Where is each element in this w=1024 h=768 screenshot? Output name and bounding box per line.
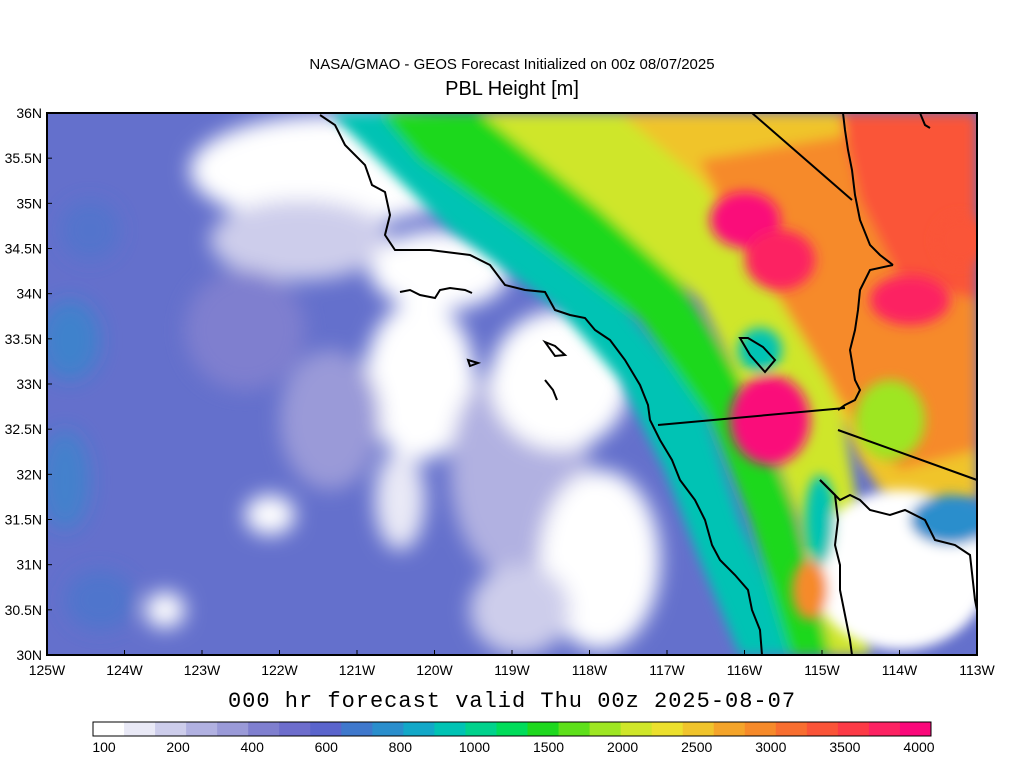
colorbar-cell [837, 722, 870, 736]
lon-tick-label: 123W [184, 662, 221, 678]
colorbar-cell [403, 722, 435, 736]
lat-tick-label: 32N [16, 466, 42, 482]
lon-tick-label: 121W [339, 662, 376, 678]
lon-tick-label: 118W [572, 662, 608, 678]
colorbar-cell [186, 722, 218, 736]
colorbar-cell [899, 722, 932, 736]
lon-tick-label: 113W [959, 662, 995, 678]
colorbar-frame [92, 721, 932, 737]
lat-tick-label: 34N [16, 286, 42, 302]
colorbar-label: 3500 [829, 739, 861, 755]
lat-tick-label: 33N [16, 376, 42, 392]
colorbar-cell [527, 722, 560, 736]
colorbar-cell [248, 722, 280, 736]
colorbar-label: 1000 [458, 739, 491, 755]
colorbar-cell [744, 722, 777, 736]
colorbar-cell [155, 722, 187, 736]
colorbar-cell [341, 722, 373, 736]
colorbar-label: 2500 [681, 739, 713, 755]
pbl-field [47, 113, 977, 655]
lat-tick-label: 30.5N [5, 602, 42, 618]
colorbar-cell [775, 722, 808, 736]
colorbar-label: 600 [314, 739, 338, 755]
lon-tick-label: 122W [261, 662, 298, 678]
lon-tick-label: 116W [727, 662, 763, 678]
state-borders [657, 112, 978, 481]
lat-tick-label: 31.5N [5, 512, 42, 528]
lat-tick-label: 35.5N [5, 150, 42, 166]
colorbar-label: 3000 [755, 739, 787, 755]
lat-tick-label: 33.5N [5, 331, 42, 347]
colorbar-cell [372, 722, 404, 736]
colorbar-label: 200 [166, 739, 190, 755]
map-suptitle: NASA/GMAO - GEOS Forecast Initialized on… [309, 56, 715, 73]
lat-tick-label: 35N [16, 195, 42, 211]
lat-tick-label: 31N [16, 557, 42, 573]
colorbar-cell [589, 722, 622, 736]
colorbar-cell [651, 722, 684, 736]
lat-tick-label: 32.5N [5, 421, 42, 437]
lon-tick-label: 117W [649, 662, 685, 678]
colorbar-cell [465, 722, 497, 736]
colorbar-cell [620, 722, 653, 736]
colorbar-cell [217, 722, 249, 736]
colorbar-cell [496, 722, 529, 736]
lon-tick-label: 119W [494, 662, 530, 678]
colorbar-cell [310, 722, 342, 736]
lat-tick-label: 34.5N [5, 241, 42, 257]
lon-tick-label: 114W [882, 662, 918, 678]
colorbar-cell [682, 722, 715, 736]
forecast-valid-text: 000 hr forecast valid Thu 00z 2025-08-07 [227, 689, 797, 714]
colorbar-cell [93, 722, 125, 736]
colorbar-cell [713, 722, 746, 736]
colorbar-label: 800 [388, 739, 413, 755]
colorbar-cell [558, 722, 591, 736]
lon-tick-label: 120W [416, 662, 453, 678]
colorbar-cell [124, 722, 156, 736]
lat-tick-label: 30N [16, 647, 42, 663]
lon-tick-label: 125W [29, 662, 66, 678]
lon-tick-label: 124W [106, 662, 143, 678]
colorbar-label: 1500 [532, 739, 565, 755]
colorbar-label: 400 [240, 739, 264, 755]
colorbar-label: 2000 [607, 739, 639, 755]
colorbar-cell [434, 722, 466, 736]
colorbar-label: 100 [92, 739, 116, 755]
colorbar-label: 4000 [903, 739, 935, 755]
colorbar-cell [279, 722, 311, 736]
map-title: PBL Height [m] [445, 78, 579, 100]
lat-tick-label: 36N [16, 105, 42, 121]
colorbar-cell [868, 722, 901, 736]
coastlines [319, 112, 978, 656]
colorbar-cell [806, 722, 839, 736]
lon-tick-label: 115W [804, 662, 840, 678]
